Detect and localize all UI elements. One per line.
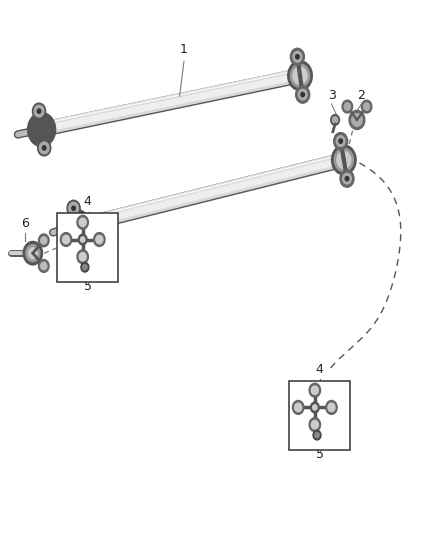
Circle shape bbox=[296, 55, 299, 59]
Circle shape bbox=[77, 215, 88, 229]
Circle shape bbox=[311, 421, 318, 429]
Circle shape bbox=[309, 418, 321, 432]
Circle shape bbox=[332, 117, 338, 123]
Circle shape bbox=[311, 386, 318, 394]
Text: 4: 4 bbox=[316, 363, 324, 376]
Text: 5: 5 bbox=[84, 280, 92, 294]
Circle shape bbox=[77, 250, 88, 264]
Circle shape bbox=[293, 52, 302, 62]
Text: 1: 1 bbox=[180, 43, 188, 56]
Circle shape bbox=[339, 139, 343, 143]
Circle shape bbox=[94, 232, 105, 246]
Circle shape bbox=[28, 112, 56, 147]
Circle shape bbox=[38, 140, 51, 156]
Circle shape bbox=[288, 61, 312, 91]
Circle shape bbox=[63, 235, 70, 244]
Circle shape bbox=[26, 245, 40, 262]
Circle shape bbox=[37, 109, 41, 114]
Circle shape bbox=[79, 253, 86, 261]
Text: 3: 3 bbox=[328, 88, 336, 102]
Text: 2: 2 bbox=[357, 88, 365, 102]
Circle shape bbox=[309, 383, 321, 397]
Circle shape bbox=[67, 215, 86, 238]
Circle shape bbox=[64, 212, 89, 241]
Text: 5: 5 bbox=[316, 448, 324, 462]
Circle shape bbox=[290, 64, 310, 87]
Text: 4: 4 bbox=[84, 195, 92, 208]
Circle shape bbox=[41, 237, 47, 244]
Circle shape bbox=[296, 86, 310, 103]
Circle shape bbox=[328, 403, 335, 411]
Circle shape bbox=[364, 103, 370, 110]
Circle shape bbox=[342, 100, 353, 113]
Circle shape bbox=[73, 237, 86, 253]
Circle shape bbox=[334, 133, 348, 150]
Circle shape bbox=[72, 206, 75, 211]
Circle shape bbox=[313, 405, 317, 410]
Circle shape bbox=[337, 151, 351, 168]
Circle shape bbox=[79, 218, 86, 227]
Circle shape bbox=[32, 103, 46, 119]
Circle shape bbox=[293, 400, 304, 414]
Circle shape bbox=[336, 136, 345, 147]
Text: 6: 6 bbox=[21, 216, 29, 230]
Circle shape bbox=[39, 142, 49, 154]
Circle shape bbox=[311, 402, 319, 413]
Circle shape bbox=[295, 403, 302, 411]
Circle shape bbox=[75, 239, 85, 251]
Bar bbox=[57, 213, 118, 282]
Circle shape bbox=[34, 106, 44, 117]
Circle shape bbox=[29, 115, 54, 144]
Circle shape bbox=[42, 146, 46, 150]
Circle shape bbox=[326, 400, 337, 414]
Circle shape bbox=[81, 237, 85, 242]
Circle shape bbox=[315, 432, 319, 438]
Circle shape bbox=[301, 92, 304, 96]
Circle shape bbox=[32, 118, 51, 141]
Circle shape bbox=[340, 170, 354, 187]
Circle shape bbox=[332, 145, 356, 175]
Circle shape bbox=[96, 235, 103, 244]
Circle shape bbox=[78, 234, 87, 245]
Circle shape bbox=[39, 234, 49, 247]
Circle shape bbox=[334, 148, 353, 172]
Circle shape bbox=[60, 232, 72, 246]
Circle shape bbox=[83, 264, 87, 270]
Circle shape bbox=[67, 200, 80, 216]
Circle shape bbox=[313, 430, 321, 440]
Circle shape bbox=[81, 262, 89, 272]
Circle shape bbox=[361, 100, 372, 113]
Circle shape bbox=[345, 176, 349, 181]
Circle shape bbox=[69, 203, 78, 214]
Circle shape bbox=[63, 209, 91, 244]
Circle shape bbox=[293, 67, 307, 84]
Circle shape bbox=[23, 241, 42, 265]
Circle shape bbox=[39, 260, 49, 272]
Circle shape bbox=[298, 89, 307, 100]
Circle shape bbox=[343, 173, 351, 184]
Circle shape bbox=[331, 115, 339, 125]
Circle shape bbox=[290, 49, 304, 66]
Bar bbox=[289, 381, 350, 450]
Circle shape bbox=[41, 262, 47, 270]
Circle shape bbox=[78, 243, 81, 247]
Circle shape bbox=[344, 103, 350, 110]
Circle shape bbox=[349, 110, 365, 130]
Circle shape bbox=[352, 114, 362, 126]
Circle shape bbox=[28, 248, 37, 259]
